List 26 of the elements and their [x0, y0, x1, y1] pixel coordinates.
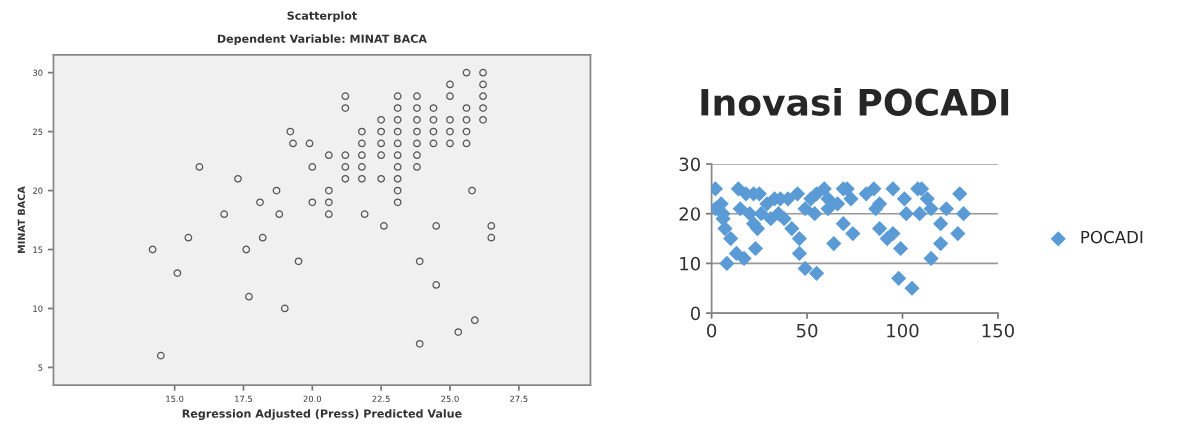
legend-label: POCADI — [1081, 230, 1143, 244]
y-tick-label: 20 — [33, 187, 43, 194]
x-tick-label: 0 — [707, 323, 717, 338]
x-tick-label: 150 — [982, 323, 1014, 338]
y-tick-label: 10 — [680, 256, 700, 271]
y-axis-title: MINAT BACA — [17, 186, 25, 254]
chart-subtitle: Dependent Variable: MINAT BACA — [217, 34, 427, 46]
x-tick-label: 27.5 — [510, 395, 528, 402]
x-axis-title: Regression Adjusted (Press) Predicted Value — [182, 409, 462, 420]
x-tick-label: 25.0 — [441, 395, 459, 402]
chart-title: Scatterplot — [287, 11, 357, 22]
y-tick-label: 30 — [679, 157, 700, 172]
chart-title: Inovasi POCADI — [701, 87, 1009, 116]
y-tick-label: 30 — [33, 69, 43, 76]
y-tick-label: 25 — [33, 128, 43, 135]
y-tick-label: 10 — [33, 305, 43, 312]
x-tick-label: 15.0 — [166, 395, 184, 402]
x-tick-label: 100 — [887, 323, 919, 338]
x-tick-label: 20.0 — [303, 395, 322, 402]
y-tick-label: 20 — [679, 207, 700, 221]
x-tick-label: 50 — [796, 323, 818, 338]
x-tick-label: 17.5 — [235, 395, 253, 402]
x-tick-label: 22.5 — [372, 395, 390, 402]
y-tick-label: 0 — [690, 306, 700, 321]
y-tick-label: 5 — [38, 364, 43, 371]
y-tick-label: 15 — [33, 246, 43, 253]
